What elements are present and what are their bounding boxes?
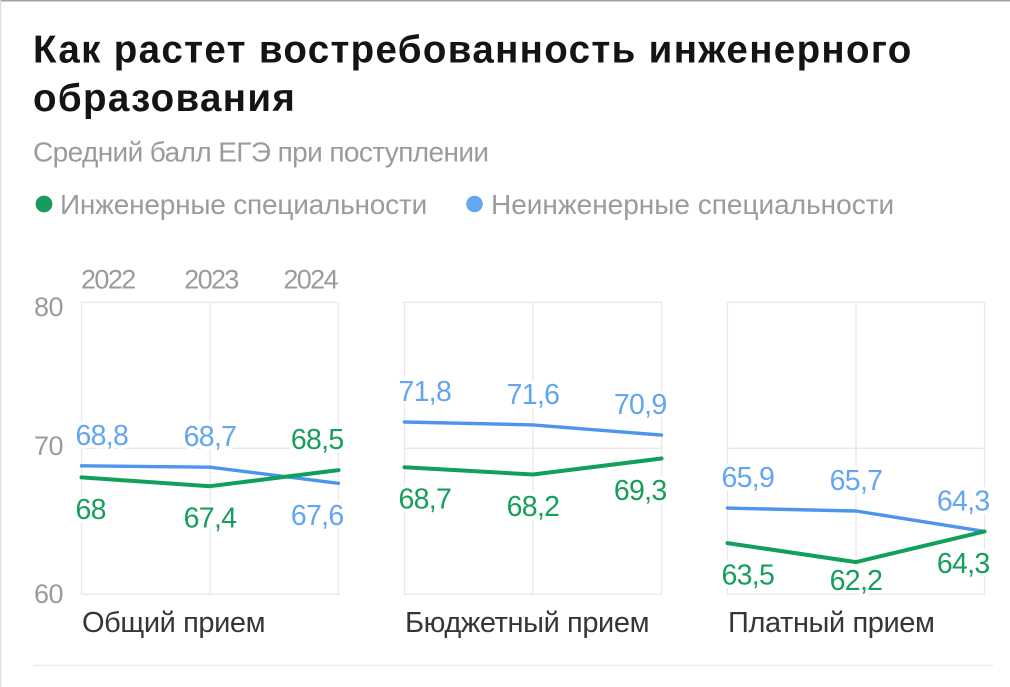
svg-text:Как растет востребованность ин: Как растет востребованность инженерного [33,29,913,72]
svg-text:70,9: 70,9 [614,389,667,421]
svg-text:67,6: 67,6 [291,500,344,532]
svg-text:Общий прием: Общий прием [82,607,265,639]
svg-text:64,3: 64,3 [937,485,990,517]
svg-text:71,8: 71,8 [399,376,452,408]
svg-text:2024: 2024 [283,265,338,295]
svg-text:2022: 2022 [81,265,135,295]
svg-text:Средний балл ЕГЭ при поступлен: Средний балл ЕГЭ при поступлении [33,136,488,167]
svg-text:70: 70 [34,431,63,461]
svg-text:68,7: 68,7 [184,421,237,453]
svg-text:68,7: 68,7 [399,484,452,516]
svg-text:80: 80 [34,292,63,322]
svg-text:Неинженерные специальности: Неинженерные специальности [491,189,894,220]
svg-text:60: 60 [34,579,63,609]
svg-text:71,6: 71,6 [507,379,560,411]
svg-text:62,2: 62,2 [830,565,883,597]
svg-text:67,4: 67,4 [184,503,238,535]
svg-text:68,8: 68,8 [76,420,129,452]
svg-text:Платный прием: Платный прием [728,607,935,639]
svg-text:63,5: 63,5 [722,560,775,592]
svg-text:Бюджетный прием: Бюджетный прием [405,607,649,639]
svg-text:2023: 2023 [184,265,238,295]
svg-text:65,7: 65,7 [830,465,883,497]
svg-text:образования: образования [33,77,296,120]
svg-text:69,3: 69,3 [614,475,667,507]
svg-text:68,2: 68,2 [507,491,560,523]
svg-text:65,9: 65,9 [722,462,775,494]
svg-text:68: 68 [76,494,106,526]
svg-text:Инженерные специальности: Инженерные специальности [60,189,427,220]
svg-text:68,5: 68,5 [291,424,344,456]
svg-text:64,3: 64,3 [937,548,990,580]
